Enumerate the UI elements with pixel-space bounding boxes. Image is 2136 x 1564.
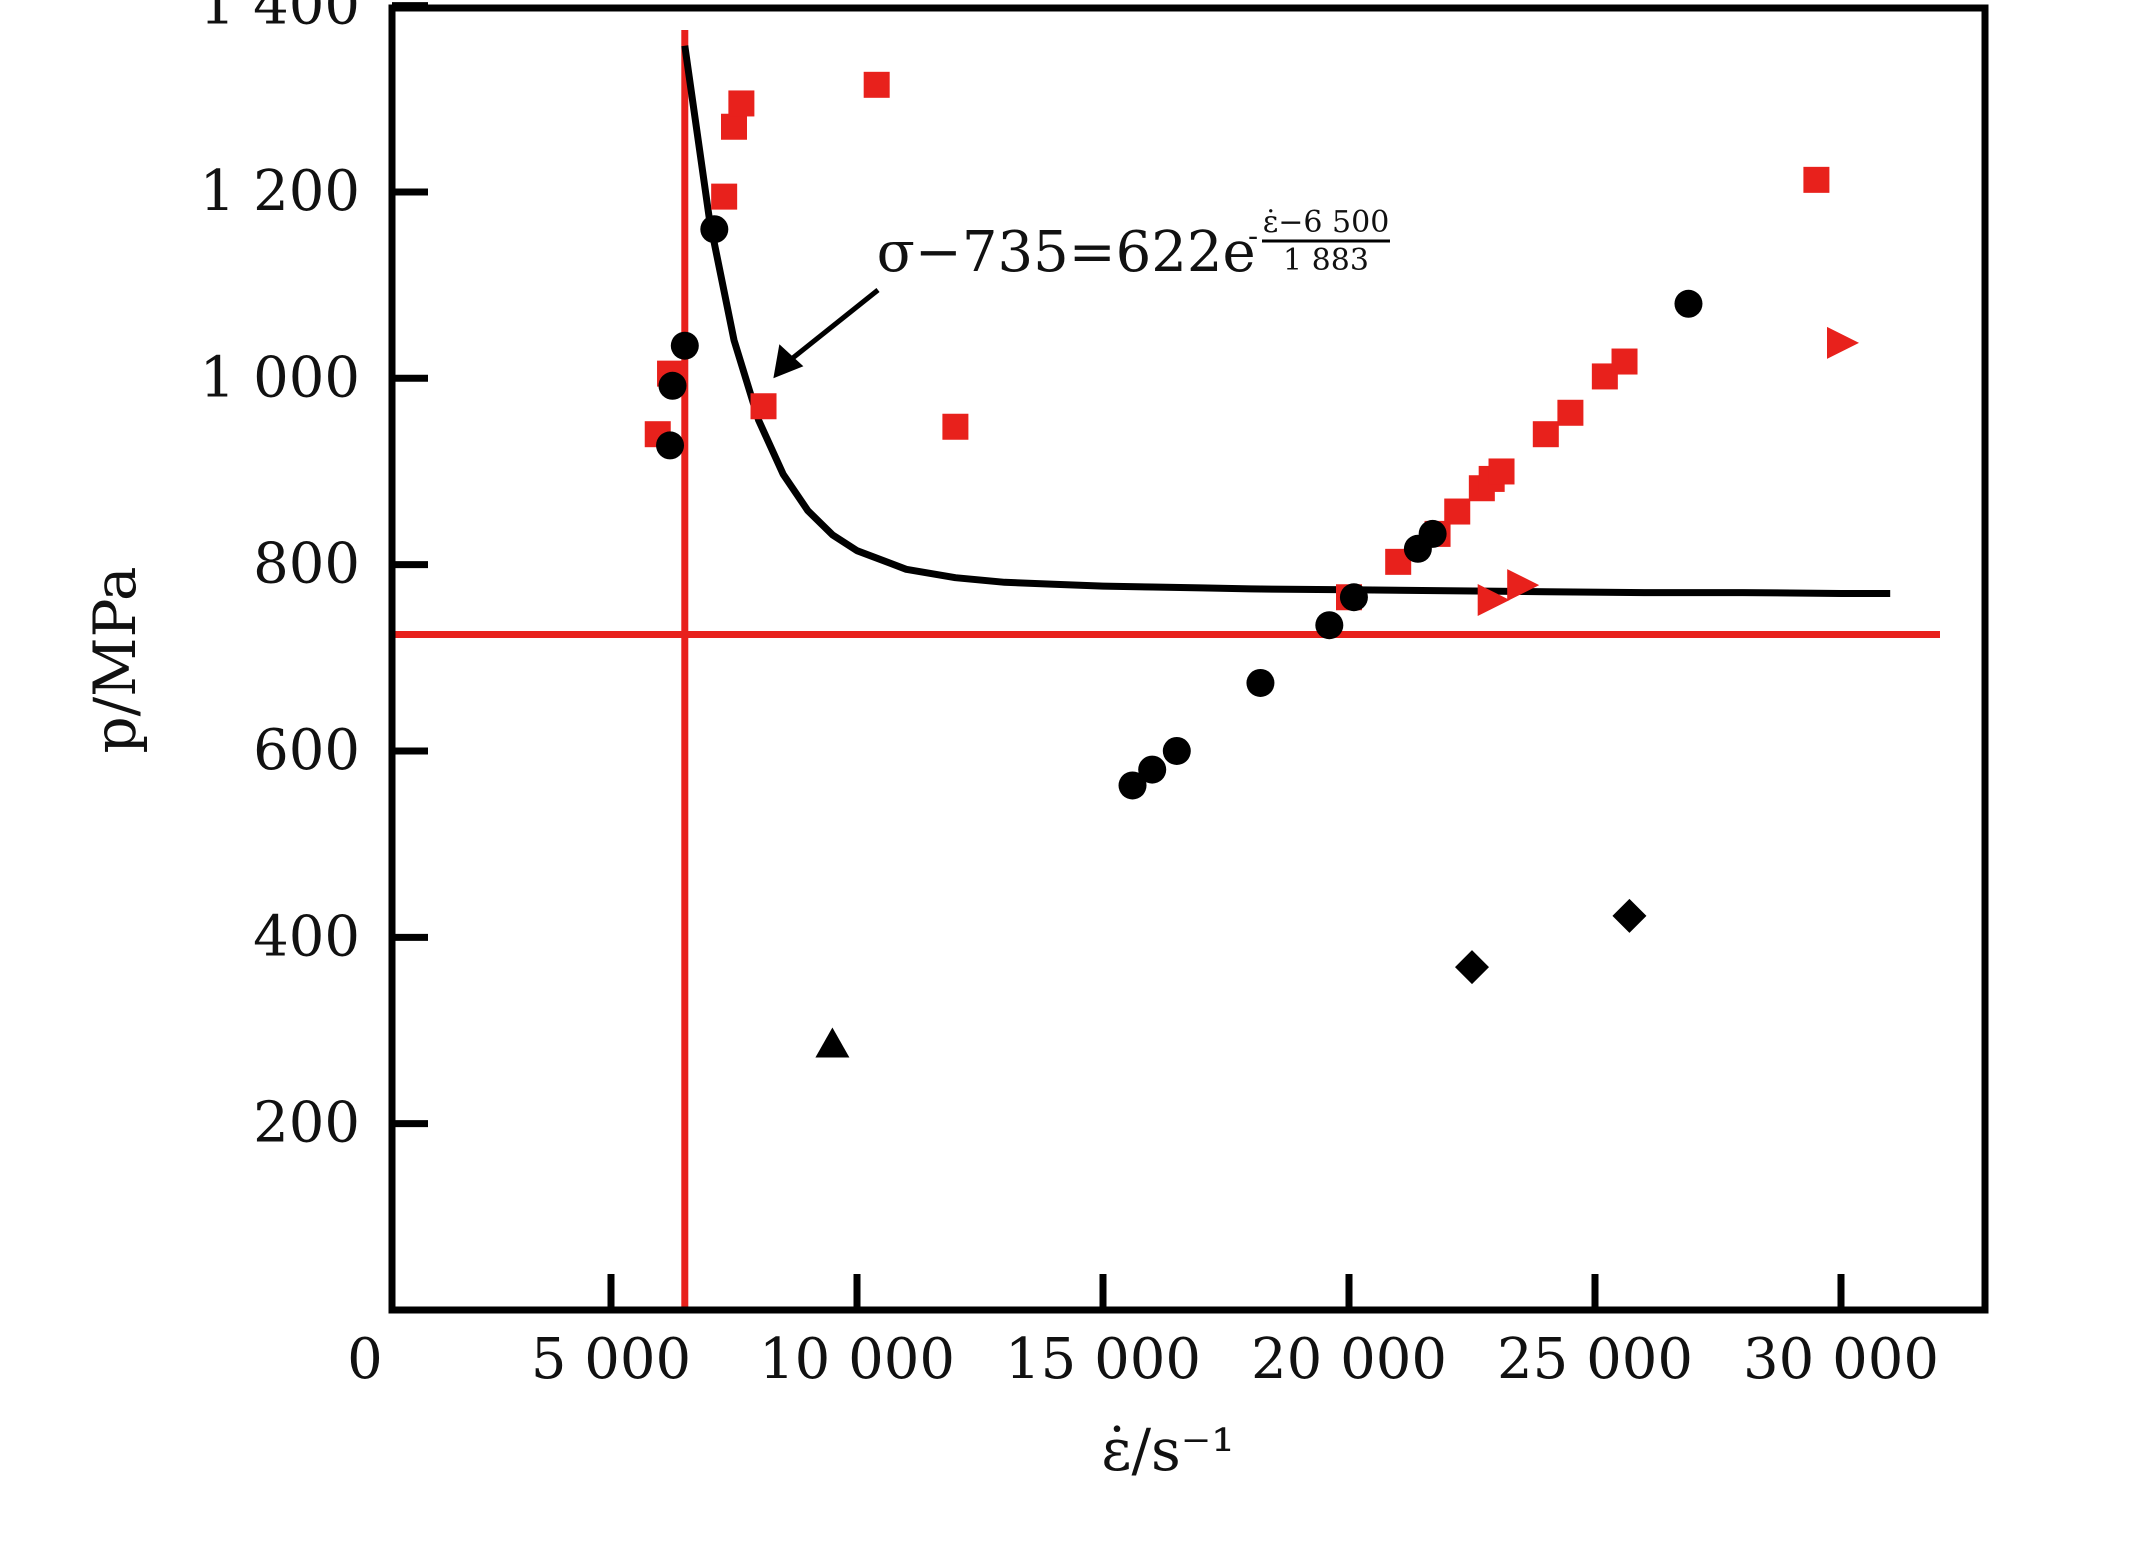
x-tick-label: 30 000: [1743, 1327, 1939, 1392]
square-point: [750, 393, 777, 420]
square-point: [1557, 399, 1584, 426]
reference-lines: [392, 30, 1940, 1310]
circle-point: [1674, 289, 1703, 318]
equation-exponent-sign: -: [1248, 219, 1258, 254]
square-point: [711, 183, 738, 210]
square-point: [1488, 458, 1515, 485]
circle-point: [658, 371, 687, 400]
right-triangle-point: [1477, 584, 1510, 617]
tick-layer: 0 5 000 10 000 15 000 20 000 25 000 30 000 200 4…: [200, 0, 1939, 1392]
y-tick-label: 600: [253, 718, 360, 783]
equation-main-text: σ−735=622e: [877, 220, 1256, 285]
fit-curve-layer: [681, 45, 1891, 597]
circle-point: [656, 431, 685, 460]
square-point: [942, 413, 969, 440]
x-axis-label: ε̇/s⁻¹: [1101, 1416, 1234, 1484]
y-axis-label: p/MPa: [81, 566, 149, 753]
x-tick-label: 10 000: [759, 1327, 955, 1392]
annotation-arrow-line: [785, 288, 880, 365]
circle-point: [670, 331, 699, 360]
equation-exponent-numerator: ε̇−6 500: [1263, 205, 1390, 240]
y-tick-label: 1 200: [200, 159, 360, 224]
circle-point: [700, 215, 729, 244]
x-tick-label: 0: [347, 1327, 383, 1392]
x-tick-label: 20 000: [1251, 1327, 1447, 1392]
right-triangle-point: [1507, 569, 1540, 602]
square-point: [863, 71, 890, 98]
circle-point: [1162, 736, 1191, 765]
plot-frame: [388, 4, 1989, 1314]
x-tick-label: 15 000: [1005, 1327, 1201, 1392]
circle-point: [1339, 583, 1368, 612]
square-point: [1444, 498, 1471, 525]
y-tick-label: 200: [253, 1091, 360, 1156]
x-tick-label: 25 000: [1497, 1327, 1693, 1392]
square-point: [1611, 348, 1638, 375]
fit-curve: [681, 45, 1891, 597]
diamond-point: [1612, 898, 1647, 933]
circle-point: [1118, 771, 1147, 800]
circle-point: [1246, 668, 1275, 697]
square-point: [1803, 166, 1830, 193]
square-point: [728, 90, 755, 117]
circle-point: [1315, 611, 1344, 640]
equation-exponent-denominator: 1 883: [1283, 243, 1369, 278]
y-tick-label: 1 400: [200, 0, 360, 38]
up-triangle-point: [815, 1027, 850, 1058]
circle-point: [1418, 519, 1447, 548]
x-tick-label: 5 000: [531, 1327, 691, 1392]
y-tick-label: 1 000: [200, 345, 360, 410]
data-points-layer: [644, 71, 1859, 1058]
annotation-arrow-head: [773, 344, 804, 379]
diamond-point: [1455, 950, 1489, 985]
square-point: [721, 113, 747, 140]
circle-point: [1138, 755, 1167, 784]
square-point: [1532, 421, 1559, 448]
y-tick-label: 400: [253, 904, 360, 969]
y-tick-label: 800: [253, 532, 360, 597]
right-triangle-point: [1827, 326, 1859, 359]
